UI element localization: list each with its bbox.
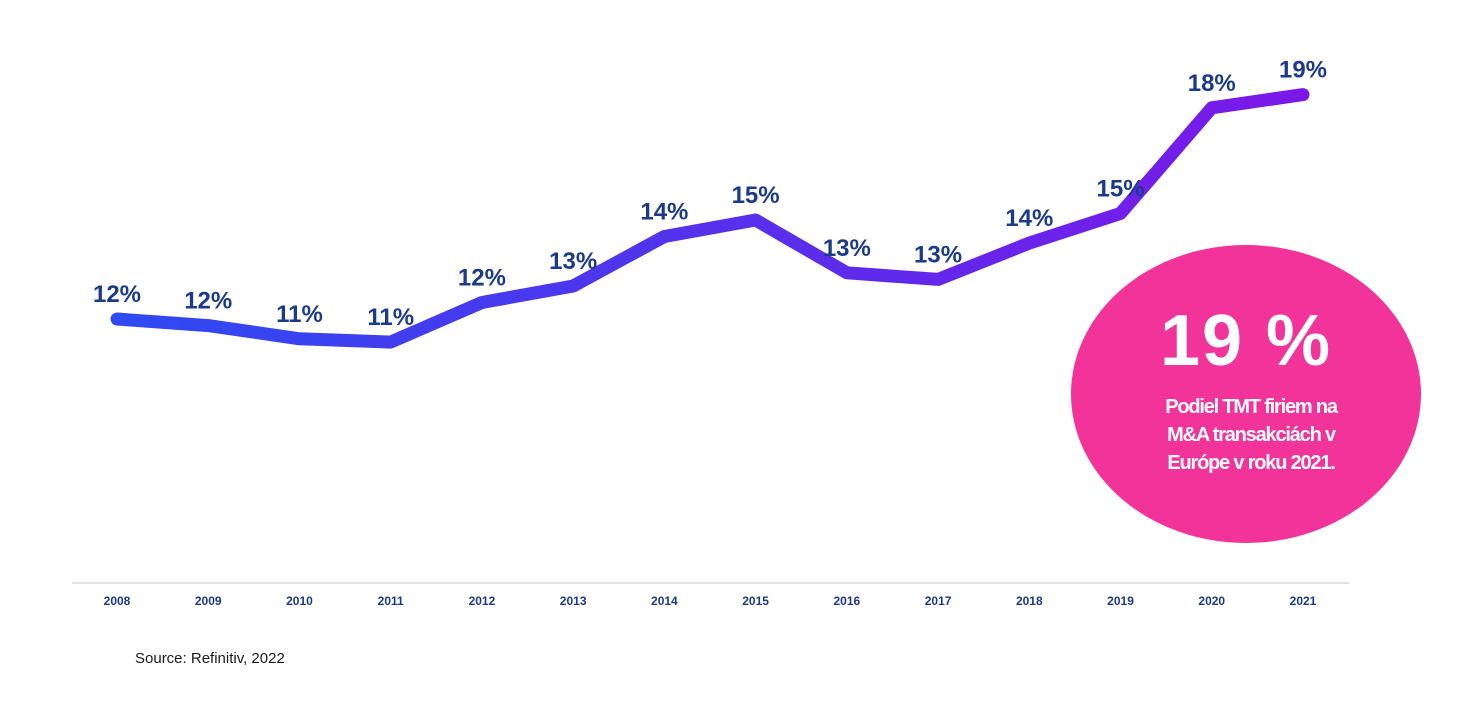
data-point-2021 <box>1297 88 1310 101</box>
data-point-2013 <box>567 280 580 293</box>
x-tick-label-2017: 2017 <box>925 594 952 608</box>
data-label-2013: 13% <box>549 248 597 275</box>
x-tick-label-2016: 2016 <box>833 594 860 608</box>
data-point-2018 <box>1023 237 1036 250</box>
x-tick-layer: 2008 2009 2010 2011 2012 2013 2014 2015 2016 2017… <box>104 594 1317 608</box>
data-point-2009 <box>202 319 215 332</box>
series-line <box>110 88 1310 349</box>
data-label-2020: 18% <box>1188 70 1236 97</box>
data-point-2014 <box>658 230 671 243</box>
data-label-2008: 12% <box>93 281 141 308</box>
data-point-2016 <box>840 266 853 279</box>
data-label-2017: 13% <box>914 241 962 268</box>
data-label-2009: 12% <box>184 288 232 315</box>
callout-value: 19 % <box>1159 301 1333 381</box>
x-tick-label-2011: 2011 <box>378 594 404 608</box>
x-tick-label-2020: 2020 <box>1198 594 1225 608</box>
x-tick-label-2021: 2021 <box>1290 594 1317 608</box>
data-label-2010: 11% <box>276 301 323 328</box>
x-tick-label-2013: 2013 <box>560 594 587 608</box>
x-tick-label-2009: 2009 <box>195 594 222 608</box>
x-tick-label-2012: 2012 <box>469 594 496 608</box>
x-tick-label-2008: 2008 <box>104 594 131 608</box>
data-point-2020 <box>1205 101 1218 114</box>
data-label-2019: 15% <box>1097 175 1145 202</box>
data-label-layer: 12% 12% 11% 11% 12% 13% 14% 15% 13% 13% 14% 15% 18% 1… <box>93 57 1327 332</box>
data-label-2011: 11% <box>367 304 414 331</box>
x-tick-label-2019: 2019 <box>1107 594 1134 608</box>
data-label-2016: 13% <box>823 235 871 262</box>
x-tick-label-2018: 2018 <box>1016 594 1043 608</box>
data-point-2012 <box>475 296 488 309</box>
data-label-2014: 14% <box>640 199 688 226</box>
data-point-2008 <box>111 313 124 326</box>
callout-description: Podiel TMT firiem na M&A transakciách v … <box>1165 396 1338 474</box>
series-line-layer <box>110 88 1310 349</box>
source-note: Source: Refinitiv, 2022 <box>135 650 285 667</box>
x-tick-label-2010: 2010 <box>286 594 313 608</box>
data-point-2019 <box>1114 207 1127 220</box>
data-label-2012: 12% <box>458 265 506 292</box>
data-point-2017 <box>932 273 945 286</box>
data-label-2015: 15% <box>732 182 780 209</box>
x-tick-label-2015: 2015 <box>742 594 769 608</box>
highlight-callout: 19 % Podiel TMT firiem na M&A transakciá… <box>1071 245 1421 543</box>
data-label-2018: 14% <box>1005 205 1053 232</box>
data-point-2011 <box>384 336 397 349</box>
data-point-2010 <box>293 332 306 345</box>
data-point-2015 <box>749 214 762 227</box>
x-tick-label-2014: 2014 <box>651 594 678 608</box>
data-label-2021: 19% <box>1279 57 1327 84</box>
